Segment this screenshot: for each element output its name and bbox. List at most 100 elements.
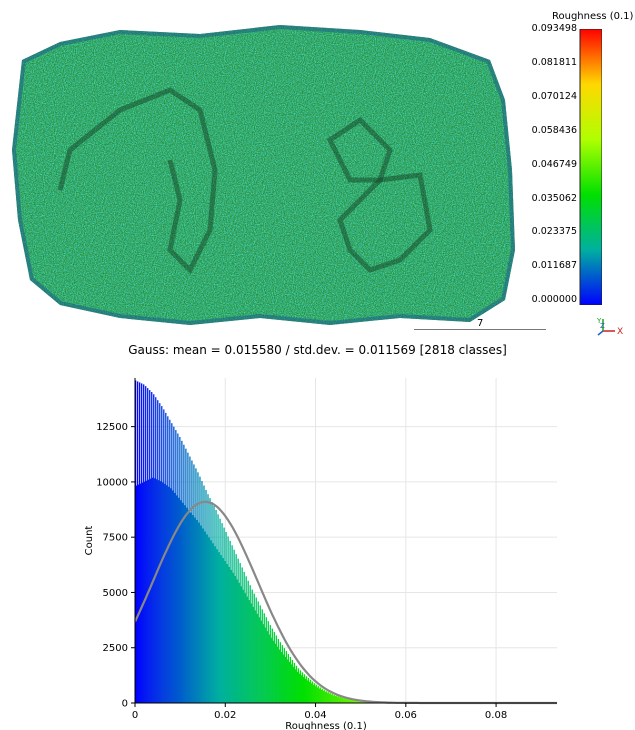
- scalebar-tick-label: 0.023375: [531, 226, 577, 238]
- histogram-bar: [266, 631, 268, 703]
- histogram-bar: [339, 696, 342, 703]
- histogram-bar: [363, 701, 365, 703]
- histogram-bar: [162, 482, 164, 703]
- histogram-bar: [219, 518, 221, 703]
- histogram-bar: [225, 532, 227, 703]
- x-tick-label: 0.02: [214, 710, 236, 721]
- histogram-bar: [160, 481, 162, 703]
- y-tick-label: 12500: [96, 422, 128, 433]
- svg-text:X: X: [617, 327, 623, 337]
- histogram-bar: [144, 481, 146, 703]
- histogram-bar: [172, 490, 174, 703]
- histogram-bar: [239, 563, 241, 703]
- histogram-bar: [287, 654, 290, 703]
- histogram-bar: [313, 683, 316, 703]
- histogram-bar: [276, 646, 278, 703]
- histogram-bar: [337, 696, 340, 703]
- histogram-bar: [318, 688, 321, 703]
- histogram-bar: [336, 696, 339, 703]
- histogram-bar: [300, 675, 303, 703]
- histogram-bar: [229, 540, 231, 703]
- histogram-bar: [272, 640, 274, 703]
- axis-triad-icon: X YZ: [596, 317, 623, 337]
- point-cloud: [12, 25, 515, 325]
- svg-text:Z: Z: [600, 322, 605, 330]
- histogram-bar: [280, 652, 282, 703]
- histogram-bar: [166, 485, 168, 703]
- histogram-bar: [173, 426, 175, 703]
- histogram-bar: [348, 698, 350, 703]
- histogram-bar: [256, 613, 258, 703]
- histogram-bar: [248, 600, 250, 703]
- scalebar-tick-label: 0.046749: [531, 158, 577, 170]
- histogram-bar: [222, 558, 224, 703]
- histogram-bar: [191, 460, 193, 703]
- scalebar-tick-label: 0.093498: [531, 23, 577, 34]
- histogram-bar: [305, 676, 308, 703]
- histogram-bar: [192, 515, 194, 703]
- histogram-bar: [214, 546, 216, 703]
- histogram-bar: [284, 657, 287, 703]
- histogram-bar: [304, 678, 307, 703]
- histogram-bar: [158, 480, 160, 703]
- histogram-title: Gauss: mean = 0.015580 / std.dev. = 0.01…: [128, 343, 507, 357]
- histogram-bar: [353, 700, 355, 703]
- histogram-bar: [210, 540, 212, 703]
- histogram-bar: [201, 481, 203, 703]
- histogram-bar: [139, 382, 141, 703]
- histogram-bar: [245, 576, 247, 703]
- histogram-bar: [341, 697, 344, 703]
- histogram-bar: [240, 586, 242, 703]
- histogram-bar: [170, 488, 172, 703]
- histogram-bar: [262, 624, 264, 703]
- histogram-bar: [322, 690, 325, 703]
- histogram-bar: [302, 677, 305, 703]
- histogram-bar: [298, 673, 301, 703]
- x-tick-label: 0: [132, 710, 138, 721]
- histogram-bar: [218, 552, 220, 703]
- histogram-bar: [205, 489, 207, 703]
- histogram-bar: [347, 699, 349, 703]
- histogram-bar: [277, 638, 279, 703]
- histogram-bar: [249, 585, 251, 703]
- histogram-bar: [351, 699, 353, 703]
- histogram-bar: [156, 479, 158, 703]
- histogram-bar: [329, 693, 332, 703]
- histogram-bar: [196, 520, 198, 703]
- histogram-bar: [255, 597, 257, 703]
- histogram-bar: [324, 691, 327, 703]
- histogram-bar: [252, 606, 254, 703]
- histogram-bar: [176, 495, 178, 703]
- x-axis-label: Roughness (0.1): [285, 721, 367, 730]
- histogram-chart: 0 0.02 0.04 0.06 0.08 0 2500 5000 7500 10000 12500…: [84, 378, 557, 730]
- histogram-bar: [258, 617, 260, 703]
- histogram-bar: [308, 681, 311, 703]
- histogram-bar: [319, 687, 322, 703]
- histogram-bar: [168, 486, 170, 703]
- histogram-bar: [338, 697, 341, 703]
- histogram-bar: [230, 569, 232, 703]
- histogram-bar: [238, 582, 240, 703]
- svg-text:Y: Y: [596, 317, 602, 325]
- histogram-bar: [273, 632, 275, 703]
- histogram-bar: [250, 603, 252, 703]
- histogram-bar: [295, 665, 298, 703]
- histogram-bar: [206, 534, 208, 703]
- histogram-bar: [332, 695, 335, 703]
- histogram-bar: [154, 478, 156, 703]
- histogram-bar: [233, 549, 235, 703]
- histogram-bar: [221, 523, 223, 703]
- histogram-bar: [165, 412, 167, 703]
- histogram-bar: [361, 701, 363, 703]
- histogram-bar: [174, 492, 176, 703]
- histogram-bar: [185, 448, 187, 703]
- histogram-bar: [257, 601, 259, 703]
- histogram-bar: [189, 456, 191, 703]
- histogram-bar: [209, 498, 211, 703]
- histogram-bar: [220, 555, 222, 703]
- histogram-bar: [211, 502, 213, 703]
- scalebar-title: Roughness (0.1): [552, 11, 634, 22]
- histogram-bar: [296, 671, 299, 703]
- histogram-bar: [150, 478, 152, 703]
